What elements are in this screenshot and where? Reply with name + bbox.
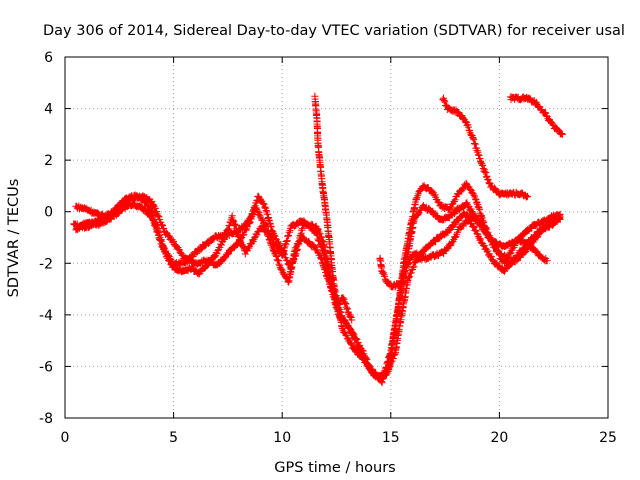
series-track: [439, 94, 532, 201]
series-markers: [506, 93, 566, 138]
x-tick-label: 20: [490, 430, 508, 446]
series-markers: [376, 210, 551, 291]
series-markers: [72, 200, 564, 380]
y-tick-label: -2: [39, 256, 53, 272]
data-points: [70, 92, 566, 387]
series-markers: [311, 92, 356, 324]
series-track: [72, 192, 564, 387]
chart-title: Day 306 of 2014, Sidereal Day-to-day VTE…: [43, 23, 625, 39]
x-tick-label: 5: [169, 430, 178, 446]
y-axis-label: SDTVAR / TECUs: [6, 179, 22, 298]
series-markers: [439, 94, 532, 201]
series-track: [72, 200, 564, 380]
y-tick-label: 6: [44, 50, 53, 66]
x-tick-label: 25: [599, 430, 617, 446]
series-track: [506, 93, 566, 138]
x-axis-label: GPS time / hours: [274, 460, 395, 476]
series-markers: [72, 192, 564, 387]
series-track: [376, 210, 551, 291]
x-tick-label: 15: [382, 430, 400, 446]
series-track: [311, 92, 356, 324]
x-tick-label: 10: [273, 430, 291, 446]
tick-labels: 0 5 10 15 20 25 -8 -6 -4 -2 0 2 4 6: [39, 50, 617, 446]
y-tick-label: -6: [39, 359, 53, 375]
plot-frame: [64, 56, 609, 419]
y-tick-label: -4: [39, 308, 53, 324]
y-tick-label: -8: [39, 411, 53, 427]
y-tick-label: 0: [44, 205, 53, 221]
axes: [64, 56, 609, 419]
y-tick-label: 4: [44, 102, 53, 118]
grid-lines: [65, 57, 608, 418]
x-tick-label: 0: [61, 430, 70, 446]
y-tick-label: 2: [44, 153, 53, 169]
